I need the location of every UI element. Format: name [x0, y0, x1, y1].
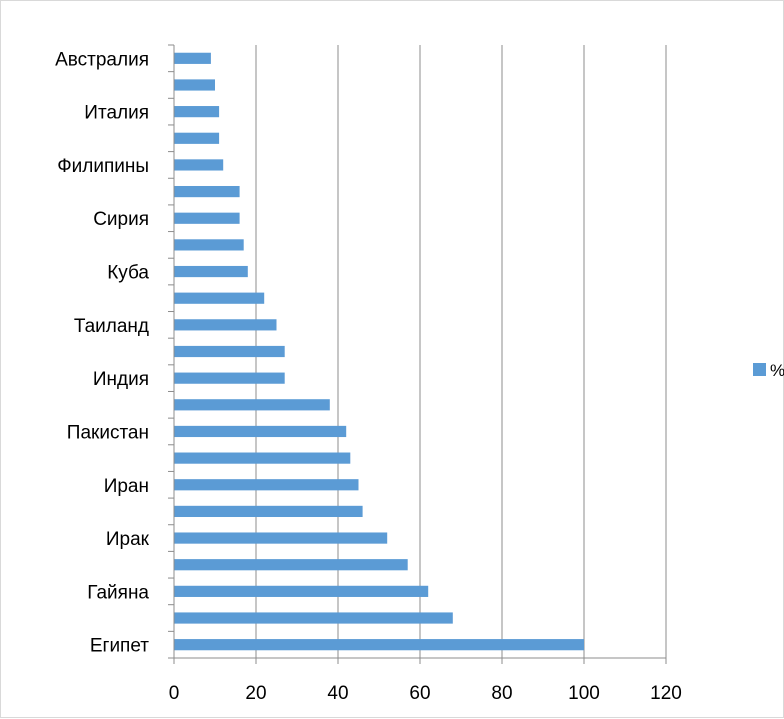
bar: [174, 345, 285, 358]
bar: [174, 479, 359, 491]
bar: [174, 185, 240, 198]
y-tick-label: Австралия: [55, 49, 149, 70]
x-tick-label: 120: [650, 683, 682, 704]
bar: [174, 585, 429, 597]
bar: [174, 265, 248, 278]
y-tick-label: Пакистан: [67, 422, 149, 443]
x-tick-label: 40: [327, 683, 348, 704]
bars: [174, 52, 584, 651]
bar: [174, 372, 285, 384]
y-tick-label: Индия: [93, 369, 149, 390]
y-tick-label: Италия: [84, 103, 149, 124]
bar: [174, 559, 408, 571]
bar: [174, 319, 277, 331]
y-tick-label: Ирак: [106, 529, 150, 550]
y-tick-label: Египет: [90, 636, 149, 657]
bar: [174, 159, 224, 171]
legend: %: [753, 361, 784, 380]
bar: [174, 292, 265, 304]
y-tick-label: Гайяна: [87, 582, 149, 603]
bar: [174, 239, 244, 251]
x-tick-label: 20: [245, 683, 266, 704]
bar: [174, 132, 220, 144]
bar: [174, 425, 347, 438]
legend-label: %: [770, 361, 784, 380]
bar: [174, 79, 215, 91]
y-tick-label: Куба: [107, 263, 149, 284]
axes: [168, 44, 667, 664]
gridlines: [255, 45, 667, 658]
y-tick-label: Филипины: [57, 156, 149, 177]
tick-labels: 0 20 40 60 80 100 120 Египет Гайяна Ирак Иран Пакис…: [55, 49, 682, 704]
bar: [174, 639, 584, 651]
bar: [174, 212, 240, 224]
x-tick-label: 0: [169, 683, 180, 704]
x-tick-label: 100: [568, 683, 600, 704]
bar: [174, 612, 453, 624]
y-tick-label: Таиланд: [74, 316, 149, 337]
bar: [174, 106, 220, 118]
legend-swatch: [753, 363, 766, 376]
y-tick-label: Сирия: [93, 209, 149, 230]
bar: [174, 399, 330, 411]
x-tick-label: 60: [409, 683, 430, 704]
x-tick-label: 80: [491, 683, 512, 704]
y-tick-label: Иран: [104, 476, 149, 497]
bar: [174, 532, 388, 544]
bar: [174, 452, 351, 464]
bar: [174, 505, 363, 518]
bar: [174, 52, 211, 64]
